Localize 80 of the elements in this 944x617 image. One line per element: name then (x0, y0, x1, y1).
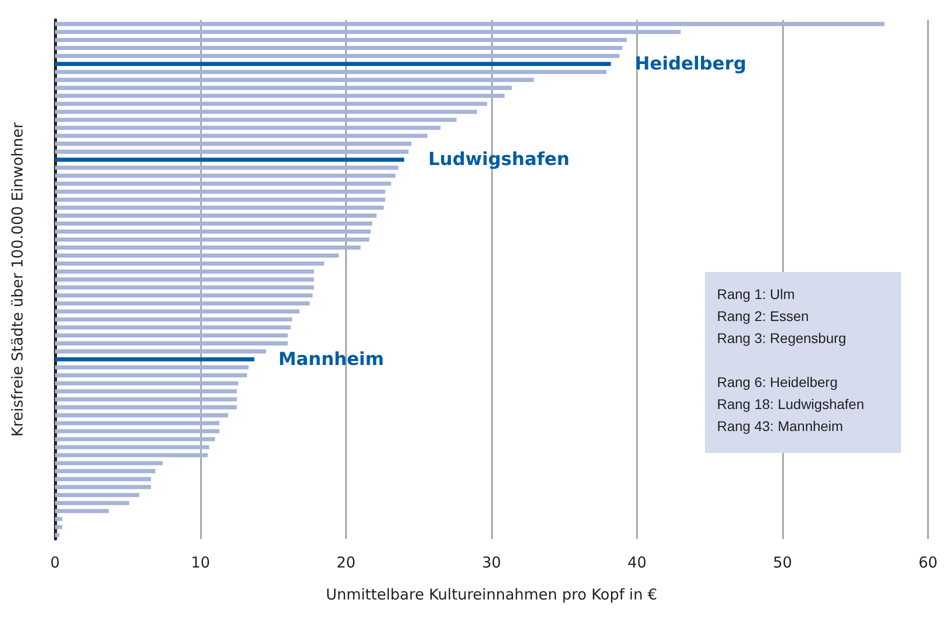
bar (55, 134, 428, 138)
y-axis-title: Kreisfreie Städte über 100.000 Einwohner (8, 121, 26, 437)
bar (55, 309, 300, 314)
x-tick-label: 60 (918, 554, 938, 572)
bar (55, 238, 370, 242)
bar (55, 485, 152, 490)
bar (55, 469, 156, 474)
bar (55, 261, 324, 266)
bar (55, 166, 398, 170)
bar (55, 190, 386, 194)
y-tick-label: Heidelberg (634, 53, 746, 74)
bar (55, 22, 884, 26)
bar (55, 102, 488, 106)
bar (55, 253, 339, 258)
bar (55, 341, 288, 346)
bar (55, 293, 313, 298)
bar (55, 317, 292, 322)
bar (55, 516, 62, 522)
bar (55, 421, 220, 426)
bar (55, 38, 627, 42)
bar (55, 524, 62, 530)
x-tick-label: 20 (336, 554, 356, 572)
bar (55, 222, 372, 226)
bar (55, 381, 238, 386)
bar (55, 397, 237, 402)
x-tick-label: 0 (50, 554, 60, 572)
x-tick-label: 10 (190, 554, 210, 572)
bar (55, 477, 152, 482)
bar (55, 269, 314, 274)
bar (55, 461, 163, 466)
bar (55, 230, 371, 234)
y-tick-label: Ludwigshafen (428, 149, 570, 170)
bar (55, 405, 237, 410)
bar (55, 333, 288, 338)
bar (55, 126, 441, 130)
x-tick-label: 40 (627, 554, 647, 572)
x-tick-label: 50 (772, 554, 792, 572)
bar (55, 150, 409, 154)
annotation: Rang 6: Heidelberg Rang 18: Ludwigshafen Rang 43: Mannheim (717, 373, 866, 436)
note-box: Rang 1: Ulm Rang 2: Essen Rang 3: Regensburg Rang 6: Heidelberg Rang 18: Ludwigshafen Rang 43: Mannheim (705, 272, 901, 453)
bar (55, 182, 392, 186)
bar (55, 206, 384, 210)
y-tick-label: Mannheim (278, 348, 384, 370)
bar (55, 357, 254, 362)
bar (55, 429, 220, 434)
bar (55, 493, 140, 498)
bar (55, 532, 60, 538)
bar (55, 445, 210, 450)
bar (55, 453, 208, 458)
bar (55, 94, 505, 98)
bar (55, 78, 534, 82)
bar (55, 413, 228, 418)
bar (55, 500, 130, 506)
bar (55, 285, 314, 290)
bar (55, 245, 361, 250)
bar (55, 349, 266, 354)
bar (55, 373, 248, 378)
bar (55, 70, 606, 74)
bar (55, 301, 310, 306)
x-tick-label: 30 (482, 554, 502, 572)
bar (55, 365, 249, 370)
bar (55, 54, 620, 58)
bar (55, 118, 457, 122)
bar (55, 30, 681, 34)
bar (55, 277, 314, 282)
bar (55, 437, 216, 442)
bar (55, 508, 109, 514)
bar (55, 389, 237, 394)
x-axis-title: Unmittelbare Kultureinnahmen pro Kopf in € (326, 586, 658, 604)
bar (55, 158, 404, 162)
bar (55, 174, 396, 178)
bar (55, 62, 611, 66)
bar (55, 325, 291, 330)
bar (55, 214, 377, 218)
annotation: Rang 1: Ulm Rang 2: Essen Rang 3: Regensburg (717, 285, 848, 348)
bar (55, 110, 477, 114)
bar (55, 46, 622, 50)
bar (55, 86, 512, 90)
bar (55, 198, 386, 202)
bar (55, 142, 412, 146)
